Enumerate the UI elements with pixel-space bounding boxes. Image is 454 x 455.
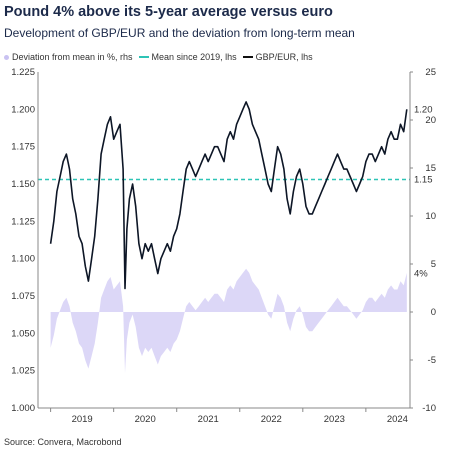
chart-subtitle: Development of GBP/EUR and the deviation… <box>4 26 355 40</box>
left-tick-label: 1.125 <box>11 216 35 227</box>
right-tick-label: -10 <box>422 403 436 414</box>
left-tick-label: 1.075 <box>11 291 35 302</box>
right-tick-label: 5 <box>431 259 436 270</box>
x-tick-label: 2023 <box>324 414 345 425</box>
deviation-area <box>50 268 407 373</box>
legend-deviation-swatch <box>4 54 9 60</box>
legend-gbpeur-swatch <box>242 56 253 58</box>
legend-mean: Mean since 2019, lhs <box>138 52 237 62</box>
legend: Deviation from mean in %, rhs Mean since… <box>4 52 319 62</box>
legend-gbpeur: GBP/EUR, lhs <box>242 52 313 62</box>
right-tick-label: 20 <box>425 115 436 126</box>
legend-mean-label: Mean since 2019, lhs <box>151 52 237 62</box>
right-tick-label: 0 <box>431 307 436 318</box>
legend-deviation: Deviation from mean in %, rhs <box>4 52 133 62</box>
x-tick-label: 2024 <box>387 414 408 425</box>
annotation-last-gbpeur: 1.20 <box>414 104 433 115</box>
right-tick-label: -5 <box>428 355 436 366</box>
left-tick-label: 1.175 <box>11 142 35 153</box>
legend-deviation-label: Deviation from mean in %, rhs <box>12 52 133 62</box>
x-tick-label: 2020 <box>135 414 156 425</box>
legend-gbpeur-label: GBP/EUR, lhs <box>255 52 313 62</box>
left-tick-label: 1.100 <box>11 254 35 265</box>
source-note: Source: Convera, Macrobond <box>4 437 122 447</box>
x-tick-label: 2021 <box>198 414 219 425</box>
gbpeur-line <box>49 101 408 290</box>
left-tick-label: 1.150 <box>11 179 35 190</box>
left-tick-label: 1.200 <box>11 104 35 115</box>
left-tick-label: 1.050 <box>11 328 35 339</box>
x-tick-label: 2022 <box>261 414 282 425</box>
x-tick-label: 2019 <box>72 414 93 425</box>
right-tick-label: 10 <box>425 211 436 222</box>
annotation-mean: 1.15 <box>414 175 433 186</box>
annotation-last-deviation: 4% <box>414 269 428 280</box>
left-tick-label: 1.225 <box>11 67 35 78</box>
legend-mean-swatch <box>138 56 149 58</box>
right-tick-label: 15 <box>425 163 436 174</box>
chart-title: Pound 4% above its 5-year average versus… <box>4 4 333 20</box>
left-tick-label: 1.000 <box>11 403 35 414</box>
left-tick-label: 1.025 <box>11 366 35 377</box>
right-tick-label: 25 <box>425 67 436 78</box>
